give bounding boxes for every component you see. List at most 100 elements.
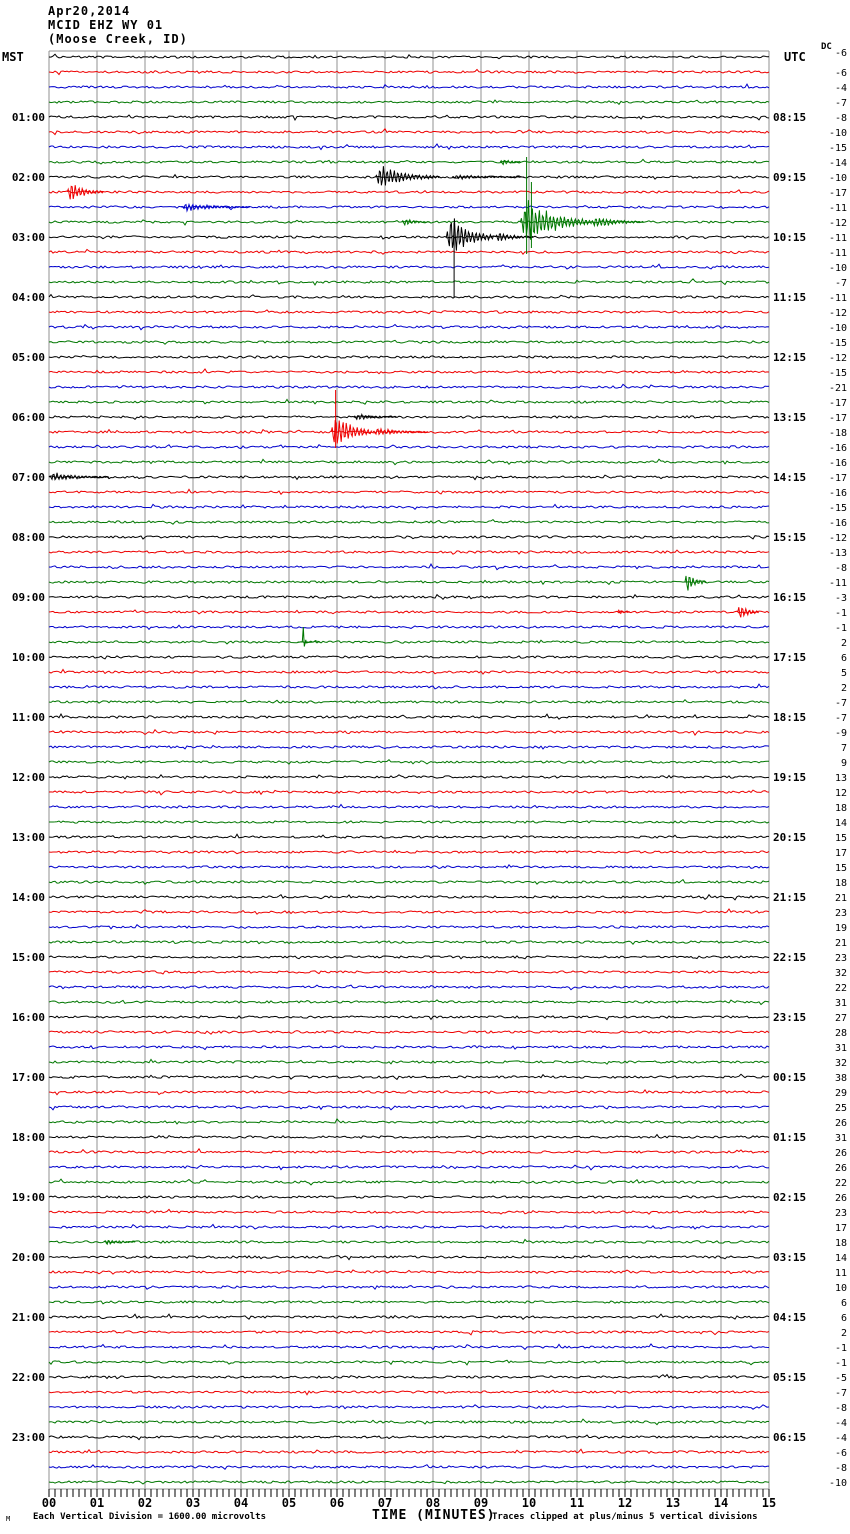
dc-value: 19	[835, 923, 847, 934]
dc-value: -3	[835, 593, 847, 604]
dc-value: 15	[835, 833, 847, 844]
seismic-event	[374, 166, 440, 186]
mst-label: 08:00	[12, 531, 45, 544]
trace-row	[48, 309, 770, 315]
x-tick-label: 10	[522, 1496, 536, 1510]
dc-value: -15	[829, 368, 847, 379]
dc-value: -6	[835, 68, 847, 79]
dc-value: -10	[829, 173, 847, 184]
mst-label: 01:00	[12, 111, 45, 124]
utc-label: 16:15	[773, 591, 806, 604]
trace-row	[48, 114, 770, 122]
trace-row	[48, 535, 770, 540]
trace-row	[48, 789, 770, 796]
x-axis-title: TIME (MINUTES)	[372, 1508, 496, 1523]
traces	[48, 53, 770, 1485]
mst-label: 12:00	[12, 771, 45, 784]
trace-row	[48, 803, 770, 809]
trace-row	[48, 1105, 770, 1111]
trace-row	[48, 1434, 770, 1441]
mst-label: 09:00	[12, 591, 45, 604]
utc-label: 12:15	[773, 351, 806, 364]
trace-row	[48, 624, 770, 631]
trace-row	[48, 83, 770, 89]
utc-label: 09:15	[773, 171, 806, 184]
dc-value: -1	[835, 623, 847, 634]
dc-value: 32	[835, 968, 847, 979]
dc-value: -15	[829, 503, 847, 514]
dc-value: 5	[841, 668, 847, 679]
seismic-event	[401, 218, 430, 227]
mst-label: 23:00	[12, 1431, 45, 1444]
x-axis-labels: 00 01 02 03 04 05 06 07 08 09 10 11 12 13 14 15	[42, 1496, 776, 1510]
dc-value: 14	[835, 1253, 847, 1264]
trace-row	[48, 1073, 770, 1081]
trace-row	[48, 833, 769, 839]
dc-value: 26	[835, 1193, 847, 1204]
dc-value: -10	[829, 1478, 847, 1489]
dc-value: -12	[829, 533, 847, 544]
dc-value: 7	[841, 743, 847, 754]
dc-value: 21	[835, 893, 847, 904]
trace-row	[48, 655, 770, 660]
trace-row	[48, 1359, 770, 1366]
trace-row	[48, 443, 770, 450]
utc-label: 00:15	[773, 1071, 806, 1084]
seismic-event	[180, 202, 251, 213]
trace-row	[48, 1164, 770, 1171]
dc-value: -11	[829, 248, 847, 259]
dc-value: -6	[835, 1448, 847, 1459]
utc-label: 08:15	[773, 111, 806, 124]
dc-value: -16	[829, 458, 847, 469]
utc-label: 21:15	[773, 891, 806, 904]
dc-value: 38	[835, 1073, 847, 1084]
dc-value: -17	[829, 473, 847, 484]
trace-row	[48, 1133, 770, 1139]
dc-value: 18	[835, 1238, 847, 1249]
dc-value: -11	[829, 233, 847, 244]
dc-value: 11	[835, 1268, 847, 1279]
utc-label: 11:15	[773, 291, 806, 304]
dc-value: 13	[835, 773, 847, 784]
trace-row	[48, 1343, 770, 1351]
dc-value: 25	[835, 1103, 847, 1114]
dc-value: 2	[841, 638, 847, 649]
trace-row	[48, 1117, 770, 1125]
footer-left: Each Vertical Division = 1600.00 microvo…	[33, 1512, 266, 1522]
dc-value: -13	[829, 548, 847, 559]
dc-value: 31	[835, 998, 847, 1009]
trace-row	[48, 1373, 770, 1380]
trace-row	[48, 323, 770, 331]
seismic-event	[330, 419, 373, 444]
mst-label: 02:00	[12, 171, 45, 184]
trace-row	[48, 368, 770, 375]
trace-row	[48, 1464, 770, 1471]
dc-value: 10	[835, 1283, 847, 1294]
dc-value: 23	[835, 953, 847, 964]
dc-value: 18	[835, 878, 847, 889]
trace-row	[48, 639, 770, 645]
seismic-event	[297, 626, 321, 647]
dc-value: 22	[835, 1178, 847, 1189]
trace-row	[48, 773, 770, 780]
dc-value: 12	[835, 788, 847, 799]
trace-row	[48, 1089, 770, 1096]
trace-row	[48, 1418, 770, 1426]
trace-row	[48, 1147, 770, 1155]
mst-label: 06:00	[12, 411, 45, 424]
trace-row	[48, 609, 770, 615]
trace-row	[48, 999, 770, 1006]
mst-label: 15:00	[12, 951, 45, 964]
trace-row	[48, 415, 770, 420]
mst-label: 19:00	[12, 1191, 45, 1204]
trace-row	[48, 1015, 770, 1021]
utc-label: 10:15	[773, 231, 806, 244]
title-date: Apr20,2014	[48, 4, 131, 18]
dc-value: -15	[829, 143, 847, 154]
dc-value: 23	[835, 908, 847, 919]
x-tick-label: 06	[330, 1496, 344, 1510]
trace-row	[48, 189, 770, 194]
event-overlays	[48, 157, 759, 1246]
mst-label: 11:00	[12, 711, 45, 724]
trace-row	[48, 68, 770, 76]
